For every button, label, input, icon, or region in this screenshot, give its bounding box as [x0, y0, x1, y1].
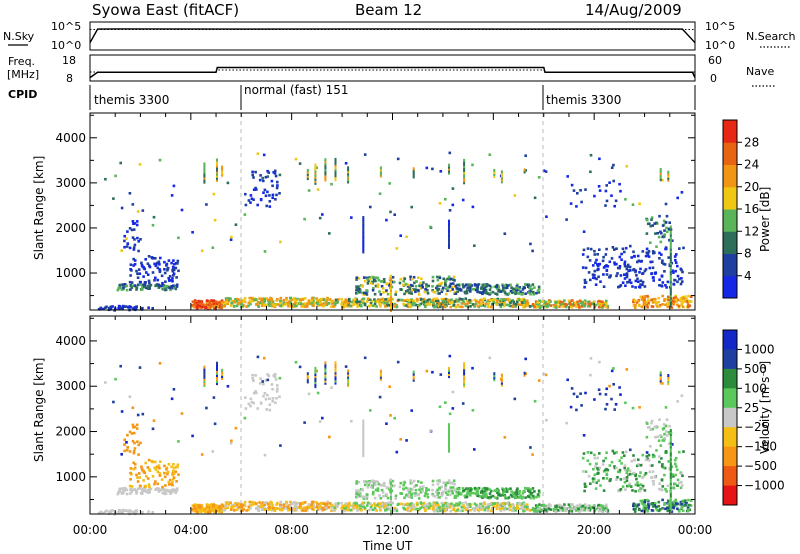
- power-colorbar-tick-label: 4: [744, 269, 752, 283]
- x-tick-label: 00:00: [73, 523, 108, 537]
- x-tick-label: 04:00: [174, 523, 209, 537]
- power-colorbar-swatch: [723, 275, 737, 299]
- velocity-colorbar: 1000 500 100 25 −25 −100 −500 −1000 Velocity [m…: [722, 329, 785, 506]
- power-colorbar-swatch: [723, 120, 737, 143]
- velocity-colorbar-swatch: [723, 388, 737, 409]
- beam-title: Beam 12: [355, 1, 422, 19]
- power-colorbar-label: Power [dB]: [758, 187, 772, 252]
- velocity-colorbar-tick-label: −500: [744, 459, 777, 473]
- freq-tick-bottom: 8: [66, 72, 73, 85]
- nave-series-line: [90, 69, 695, 73]
- velocity-colorbar-tick-label: 500: [744, 362, 767, 376]
- power-data-points: [97, 151, 693, 313]
- power-colorbar-tick-label: 8: [744, 247, 752, 261]
- y-tick-label: 3000: [55, 379, 86, 393]
- y-tick-label: 3000: [55, 176, 86, 190]
- power-ylabel: Slant Range [km]: [32, 156, 46, 260]
- nsky-label: N.Sky: [3, 30, 35, 43]
- power-colorbar-swatch: [723, 142, 737, 165]
- power-colorbar-tick-label: 28: [744, 135, 759, 149]
- velocity-colorbar-swatch: [723, 466, 737, 487]
- power-colorbar-swatch: [723, 209, 737, 232]
- y-tick-label: 1000: [55, 266, 86, 280]
- velocity-colorbar-tick-label: 1000: [744, 342, 775, 356]
- velocity-colorbar-swatch: [723, 446, 737, 467]
- power-colorbar-tick-label: 12: [744, 224, 759, 238]
- freq-unit-label: [MHz]: [7, 68, 39, 81]
- x-tick-label: 12:00: [375, 523, 410, 537]
- freq-label: Freq.: [8, 55, 35, 68]
- velocity-colorbar-label: Velocity [m s⁻¹]: [758, 361, 772, 454]
- noise-tick-bottom-left: 10^0: [51, 39, 81, 52]
- power-colorbar-tick-label: 16: [744, 202, 759, 216]
- velocity-colorbar-swatch: [723, 407, 737, 428]
- y-tick-label: 4000: [55, 131, 86, 145]
- x-tick-label: 08:00: [274, 523, 309, 537]
- nave-tick-top: 60: [708, 54, 722, 67]
- velocity-colorbar-swatch: [723, 427, 737, 448]
- power-colorbar-tick-label: 20: [744, 180, 759, 194]
- x-tick-labels: 00:00 04:00 08:00 12:00 16:00 20:00 00:00: [73, 523, 713, 537]
- velocity-colorbar-swatch: [723, 349, 737, 370]
- y-tick-label: 2000: [55, 425, 86, 439]
- velocity-ylabel: Slant Range [km]: [32, 358, 46, 462]
- velocity-y-ticks: 1000 2000 3000 4000: [55, 317, 695, 501]
- velocity-colorbar-tick-label: 25: [744, 401, 759, 415]
- power-colorbar-swatch: [723, 231, 737, 254]
- power-colorbar-swatch: [723, 164, 737, 188]
- noise-strip: N.Sky 10^5 10^0 10^5 10^0 N.Search: [3, 20, 796, 52]
- power-colorbar: 4 8 12 16 20 24 28 Power [dB]: [722, 119, 772, 299]
- noise-tick-top-right: 10^5: [705, 20, 735, 33]
- velocity-colorbar-tick-label: 100: [744, 381, 767, 395]
- cpid-segment-3: themis 3300: [546, 93, 621, 107]
- x-tick-label: 16:00: [476, 523, 511, 537]
- velocity-data-points: [97, 354, 693, 517]
- velocity-colorbar-tick-label: −25: [744, 420, 769, 434]
- nave-label: Nave: [746, 65, 774, 78]
- power-x-ticks: [89, 113, 696, 310]
- power-colorbar-swatch: [723, 186, 737, 210]
- power-panel: 1000 2000 3000 4000 Slant Range [km]: [32, 112, 696, 313]
- velocity-colorbar-swatch: [723, 330, 737, 350]
- radar-title: Syowa East (fitACF): [92, 1, 239, 19]
- cpid-strip: CPID themis 3300 normal (fast) 151 themi…: [8, 83, 696, 110]
- nave-tick-bottom: 0: [710, 72, 717, 85]
- velocity-colorbar-swatch: [723, 485, 737, 506]
- y-tick-label: 2000: [55, 221, 86, 235]
- cpid-segment-1: themis 3300: [94, 93, 169, 107]
- noise-tick-bottom-right: 10^0: [705, 39, 735, 52]
- cpid-label: CPID: [8, 88, 37, 101]
- date-title: 14/Aug/2009: [585, 1, 682, 19]
- x-tick-label: 00:00: [678, 523, 713, 537]
- frequency-strip: Freq. [MHz] 18 8 60 0 Nave: [7, 54, 775, 87]
- freq-tick-top: 18: [62, 54, 76, 67]
- nsearch-label: N.Search: [746, 30, 796, 43]
- velocity-colorbar-tick-label: −100: [744, 440, 777, 454]
- power-colorbar-tick-label: 24: [744, 158, 759, 172]
- velocity-colorbar-tick-label: −1000: [744, 479, 785, 493]
- power-y-ticks: 1000 2000 3000 4000: [55, 114, 695, 297]
- velocity-colorbar-swatch: [723, 368, 737, 389]
- x-axis-label: Time UT: [362, 539, 413, 553]
- power-colorbar-swatch: [723, 253, 737, 277]
- y-tick-label: 4000: [55, 334, 86, 348]
- velocity-x-ticks: [89, 316, 696, 514]
- x-tick-label: 20:00: [577, 523, 612, 537]
- nsky-series-line: [89, 28, 696, 44]
- noise-tick-top-left: 10^5: [51, 20, 81, 33]
- cpid-segment-2: normal (fast) 151: [244, 83, 348, 97]
- freq-series-line: [89, 66, 696, 79]
- y-tick-label: 1000: [55, 470, 86, 484]
